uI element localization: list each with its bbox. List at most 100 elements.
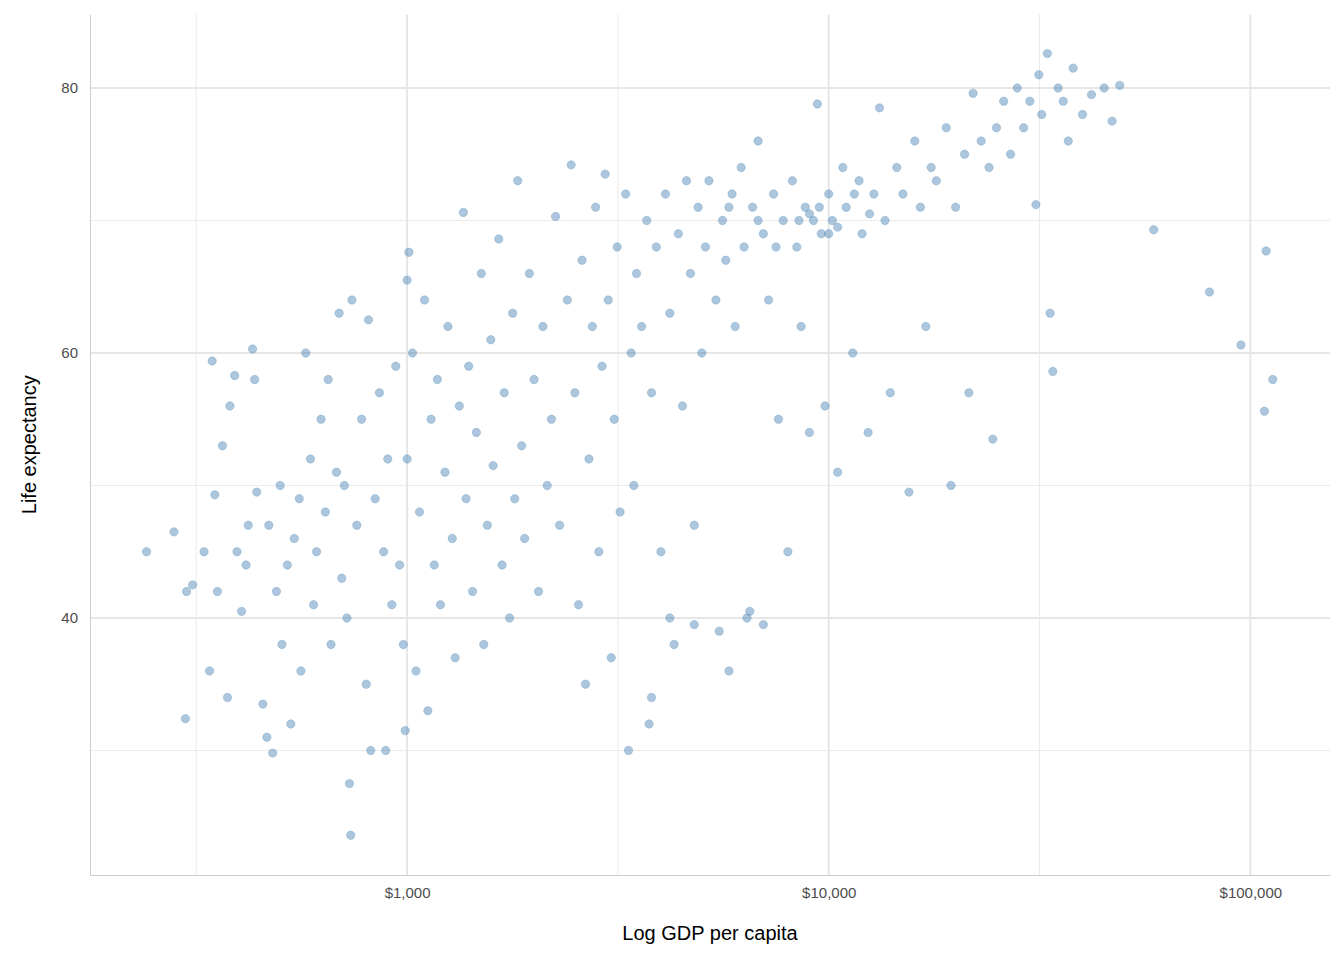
point [616,508,624,516]
point [233,548,241,556]
point [759,620,767,628]
point [839,163,847,171]
grid-line [406,15,408,876]
point [607,654,615,662]
point [722,256,730,264]
point [405,248,413,256]
point [779,216,787,224]
point [746,607,754,615]
tick-label: $1,000 [385,884,431,901]
point [555,521,563,529]
point [451,654,459,662]
point [472,428,480,436]
point [833,468,841,476]
point [539,322,547,330]
point [242,561,250,569]
plot: $1,000$10,000$100,000406080 [61,15,1330,901]
point [412,667,420,675]
point [647,389,655,397]
point [248,345,256,353]
point [505,614,513,622]
point [666,309,674,317]
point [395,561,403,569]
points [142,49,1277,839]
point [813,100,821,108]
point [1019,124,1027,132]
point [725,203,733,211]
point [237,607,245,615]
tick: 40 [61,609,90,626]
point [200,548,208,556]
point [985,163,993,171]
point [208,357,216,365]
point [705,177,713,185]
point [364,316,372,324]
point [182,587,190,595]
point [601,170,609,178]
point [637,322,645,330]
point [534,587,542,595]
x-axis-title: Log GDP per capita [622,922,798,944]
point [815,203,823,211]
tick-label: 80 [61,79,78,96]
point [226,402,234,410]
point [842,203,850,211]
point [205,667,213,675]
point [272,587,280,595]
point [701,243,709,251]
point [244,521,252,529]
point [598,362,606,370]
point [627,349,635,357]
point [661,190,669,198]
point [223,693,231,701]
point [870,190,878,198]
point [718,216,726,224]
point [571,389,579,397]
point [379,548,387,556]
grid-line [90,87,1330,89]
point [338,574,346,582]
point [764,296,772,304]
point [487,336,495,344]
point [960,150,968,158]
point [622,190,630,198]
point [922,322,930,330]
point [1100,84,1108,92]
point [427,415,435,423]
point [881,216,889,224]
point [455,402,463,410]
point [1078,110,1086,118]
point [1269,375,1277,383]
point [278,640,286,648]
point [367,746,375,754]
x-axis: $1,000$10,000$100,000 [91,875,1331,901]
point [1054,84,1062,92]
point [498,561,506,569]
point [613,243,621,251]
point [698,349,706,357]
point [772,243,780,251]
point [441,468,449,476]
point [489,461,497,469]
point [415,508,423,516]
point [784,548,792,556]
axis-line [91,875,1331,876]
point [283,561,291,569]
point [574,601,582,609]
point [1260,407,1268,415]
point [511,495,519,503]
point [595,548,603,556]
point [312,548,320,556]
point [295,495,303,503]
point [942,124,950,132]
point [797,322,805,330]
point [181,714,189,722]
point [290,534,298,542]
point [759,230,767,238]
point [932,177,940,185]
point [682,177,690,185]
point [905,488,913,496]
tick: $1,000 [385,875,431,901]
point [1006,150,1014,158]
point [965,389,973,397]
